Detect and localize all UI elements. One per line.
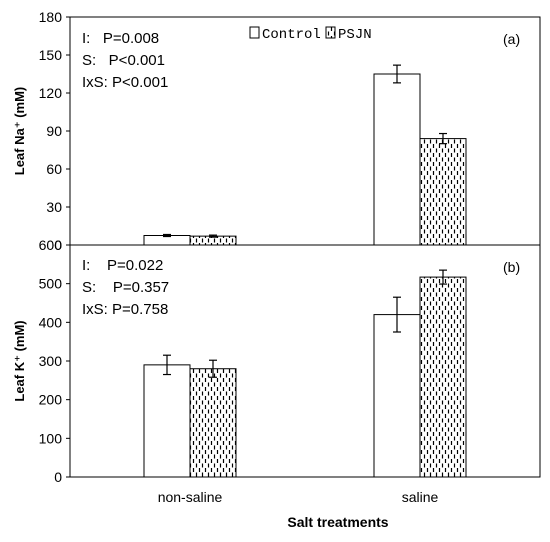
panel-b-label: (b): [503, 259, 520, 275]
panel-b-bar-psjn-non-saline: [189, 368, 237, 478]
panel-a-stat-ixs: IxS: P<0.001: [82, 74, 168, 91]
panel-a-stat-i: I: P=0.008: [82, 30, 159, 47]
panel-b-bar-control-saline: [373, 314, 421, 478]
panel-b-bar-psjn-saline: [419, 276, 467, 478]
panel-a-ytick-label: 0: [54, 237, 62, 253]
panel-a-ylabel: Leaf Na⁺ (mM): [12, 87, 27, 175]
panel-a-stat-s: S: P<0.001: [82, 52, 165, 69]
panel-b-ytick-label: 400: [39, 314, 63, 330]
panel-a-ytick-label: 90: [46, 123, 62, 139]
panel-a-bar-control-saline: [373, 73, 421, 246]
panel-b-stat-ixs: IxS: P=0.758: [82, 301, 168, 318]
panel-b-bar-control-non-saline: [143, 364, 191, 478]
panel-a-ytick-label: 180: [39, 9, 63, 25]
chart-marks: 0 30 60 90 120 150 180 0 100 200 300 400 500 600: [39, 9, 467, 485]
legend-control-label: Control: [262, 27, 321, 43]
panel-a-label: (a): [503, 31, 520, 47]
panel-a-ytick-label: 120: [39, 85, 63, 101]
panel-b-ylabel: Leaf K⁺ (mM): [12, 320, 27, 401]
legend-psjn-swatch: [325, 26, 336, 39]
panel-b-ytick-label: 100: [39, 430, 63, 446]
x-axis-title: Salt treatments: [287, 514, 388, 530]
x-tick-non-saline: non-saline: [158, 489, 223, 505]
panel-a-ytick-label: 60: [46, 161, 62, 177]
x-tick-saline: saline: [402, 489, 439, 505]
legend-psjn-label: PSJN: [338, 27, 372, 43]
panel-b-ytick-label: 0: [54, 469, 62, 485]
panel-b-ytick-label: 200: [39, 392, 63, 408]
panel-a-ytick-label: 30: [46, 199, 62, 215]
panel-a-ytick-label: 150: [39, 47, 63, 63]
legend-control-swatch: [249, 26, 260, 39]
panel-b-stat-s: S: P=0.357: [82, 279, 169, 296]
panel-b-ytick-label: 500: [39, 276, 63, 292]
panel-b-ytick-label: 600: [39, 237, 63, 253]
panel-b-ytick-label: 300: [39, 353, 63, 369]
panel-b-stat-i: I: P=0.022: [82, 257, 163, 274]
panel-a-bar-psjn-saline: [419, 138, 467, 246]
